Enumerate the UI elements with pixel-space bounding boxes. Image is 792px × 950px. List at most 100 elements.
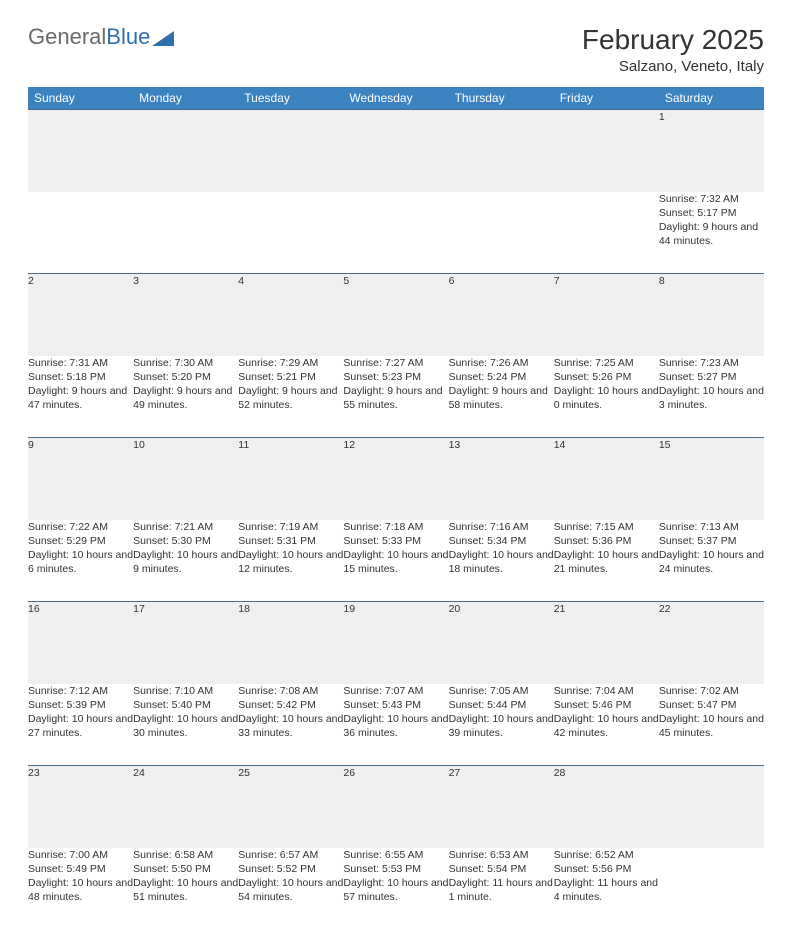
weekday-header: Thursday [449, 87, 554, 110]
day-content-cell: Sunrise: 7:25 AMSunset: 5:26 PMDaylight:… [554, 356, 659, 438]
day-content-cell: Sunrise: 7:13 AMSunset: 5:37 PMDaylight:… [659, 520, 764, 602]
daylight-text: Daylight: 10 hours and 45 minutes. [659, 712, 764, 740]
weekday-header: Wednesday [343, 87, 448, 110]
day-number-cell: 1 [659, 110, 764, 192]
sunset-text: Sunset: 5:27 PM [659, 370, 764, 384]
day-number-cell: 20 [449, 602, 554, 684]
day-number-cell: 22 [659, 602, 764, 684]
sunrise-text: Sunrise: 7:29 AM [238, 356, 343, 370]
daylight-text: Daylight: 10 hours and 9 minutes. [133, 548, 238, 576]
daylight-text: Daylight: 11 hours and 4 minutes. [554, 876, 659, 904]
day-content-cell [659, 848, 764, 930]
daylight-text: Daylight: 10 hours and 0 minutes. [554, 384, 659, 412]
day-number-cell: 4 [238, 274, 343, 356]
sunrise-text: Sunrise: 7:22 AM [28, 520, 133, 534]
day-content-cell: Sunrise: 7:27 AMSunset: 5:23 PMDaylight:… [343, 356, 448, 438]
day-content-cell [28, 192, 133, 274]
calendar-content-row: Sunrise: 7:31 AMSunset: 5:18 PMDaylight:… [28, 356, 764, 438]
weekday-header: Saturday [659, 87, 764, 110]
sunrise-text: Sunrise: 7:02 AM [659, 684, 764, 698]
daylight-text: Daylight: 10 hours and 21 minutes. [554, 548, 659, 576]
day-number-cell [449, 110, 554, 192]
sunrise-text: Sunrise: 7:30 AM [133, 356, 238, 370]
sunset-text: Sunset: 5:46 PM [554, 698, 659, 712]
calendar-page: GeneralBlue February 2025 Salzano, Venet… [0, 0, 792, 950]
day-content-cell: Sunrise: 7:18 AMSunset: 5:33 PMDaylight:… [343, 520, 448, 602]
day-content-cell: Sunrise: 7:12 AMSunset: 5:39 PMDaylight:… [28, 684, 133, 766]
sunrise-text: Sunrise: 6:52 AM [554, 848, 659, 862]
day-number-cell: 19 [343, 602, 448, 684]
daylight-text: Daylight: 10 hours and 51 minutes. [133, 876, 238, 904]
sunrise-text: Sunrise: 7:08 AM [238, 684, 343, 698]
daylight-text: Daylight: 10 hours and 30 minutes. [133, 712, 238, 740]
sunset-text: Sunset: 5:39 PM [28, 698, 133, 712]
day-content-cell [238, 192, 343, 274]
day-number-cell: 2 [28, 274, 133, 356]
day-content-cell [343, 192, 448, 274]
title-block: February 2025 Salzano, Veneto, Italy [582, 24, 764, 75]
month-title: February 2025 [582, 24, 764, 56]
day-content-cell: Sunrise: 7:29 AMSunset: 5:21 PMDaylight:… [238, 356, 343, 438]
day-content-cell: Sunrise: 6:52 AMSunset: 5:56 PMDaylight:… [554, 848, 659, 930]
sunrise-text: Sunrise: 7:13 AM [659, 520, 764, 534]
daylight-text: Daylight: 10 hours and 18 minutes. [449, 548, 554, 576]
brand-logo: GeneralBlue [28, 24, 174, 50]
day-content-cell: Sunrise: 7:30 AMSunset: 5:20 PMDaylight:… [133, 356, 238, 438]
calendar-daynum-row: 9101112131415 [28, 438, 764, 520]
daylight-text: Daylight: 10 hours and 39 minutes. [449, 712, 554, 740]
sunset-text: Sunset: 5:36 PM [554, 534, 659, 548]
sunrise-text: Sunrise: 7:27 AM [343, 356, 448, 370]
day-number-cell: 18 [238, 602, 343, 684]
calendar-daynum-row: 232425262728 [28, 766, 764, 848]
sunset-text: Sunset: 5:54 PM [449, 862, 554, 876]
day-number-cell: 3 [133, 274, 238, 356]
sunrise-text: Sunrise: 6:55 AM [343, 848, 448, 862]
sunset-text: Sunset: 5:52 PM [238, 862, 343, 876]
day-content-cell: Sunrise: 7:26 AMSunset: 5:24 PMDaylight:… [449, 356, 554, 438]
sunset-text: Sunset: 5:43 PM [343, 698, 448, 712]
day-number-cell: 24 [133, 766, 238, 848]
sunrise-text: Sunrise: 7:04 AM [554, 684, 659, 698]
day-number-cell: 13 [449, 438, 554, 520]
day-number-cell [659, 766, 764, 848]
calendar-content-row: Sunrise: 7:22 AMSunset: 5:29 PMDaylight:… [28, 520, 764, 602]
day-content-cell: Sunrise: 7:10 AMSunset: 5:40 PMDaylight:… [133, 684, 238, 766]
day-content-cell: Sunrise: 6:55 AMSunset: 5:53 PMDaylight:… [343, 848, 448, 930]
day-number-cell: 21 [554, 602, 659, 684]
calendar-content-row: Sunrise: 7:12 AMSunset: 5:39 PMDaylight:… [28, 684, 764, 766]
day-content-cell: Sunrise: 7:23 AMSunset: 5:27 PMDaylight:… [659, 356, 764, 438]
sunrise-text: Sunrise: 7:12 AM [28, 684, 133, 698]
sunrise-text: Sunrise: 7:15 AM [554, 520, 659, 534]
weekday-header: Sunday [28, 87, 133, 110]
day-number-cell [343, 110, 448, 192]
calendar-header-row: SundayMondayTuesdayWednesdayThursdayFrid… [28, 87, 764, 110]
sunrise-text: Sunrise: 6:57 AM [238, 848, 343, 862]
sunrise-text: Sunrise: 7:32 AM [659, 192, 764, 206]
day-content-cell: Sunrise: 7:08 AMSunset: 5:42 PMDaylight:… [238, 684, 343, 766]
day-content-cell [133, 192, 238, 274]
daylight-text: Daylight: 11 hours and 1 minute. [449, 876, 554, 904]
day-number-cell: 28 [554, 766, 659, 848]
day-content-cell: Sunrise: 6:53 AMSunset: 5:54 PMDaylight:… [449, 848, 554, 930]
daylight-text: Daylight: 10 hours and 15 minutes. [343, 548, 448, 576]
day-content-cell: Sunrise: 6:57 AMSunset: 5:52 PMDaylight:… [238, 848, 343, 930]
daylight-text: Daylight: 10 hours and 27 minutes. [28, 712, 133, 740]
daylight-text: Daylight: 10 hours and 36 minutes. [343, 712, 448, 740]
sunrise-text: Sunrise: 7:19 AM [238, 520, 343, 534]
day-number-cell: 25 [238, 766, 343, 848]
daylight-text: Daylight: 10 hours and 6 minutes. [28, 548, 133, 576]
day-content-cell: Sunrise: 7:16 AMSunset: 5:34 PMDaylight:… [449, 520, 554, 602]
brand-triangle-icon [152, 28, 174, 46]
day-number-cell: 23 [28, 766, 133, 848]
daylight-text: Daylight: 10 hours and 54 minutes. [238, 876, 343, 904]
day-number-cell: 7 [554, 274, 659, 356]
brand-name-gray: General [28, 24, 106, 50]
day-number-cell: 6 [449, 274, 554, 356]
calendar-table: SundayMondayTuesdayWednesdayThursdayFrid… [28, 87, 764, 930]
calendar-daynum-row: 2345678 [28, 274, 764, 356]
location-text: Salzano, Veneto, Italy [582, 58, 764, 75]
sunrise-text: Sunrise: 7:23 AM [659, 356, 764, 370]
sunrise-text: Sunrise: 6:53 AM [449, 848, 554, 862]
sunrise-text: Sunrise: 7:18 AM [343, 520, 448, 534]
day-content-cell: Sunrise: 7:02 AMSunset: 5:47 PMDaylight:… [659, 684, 764, 766]
